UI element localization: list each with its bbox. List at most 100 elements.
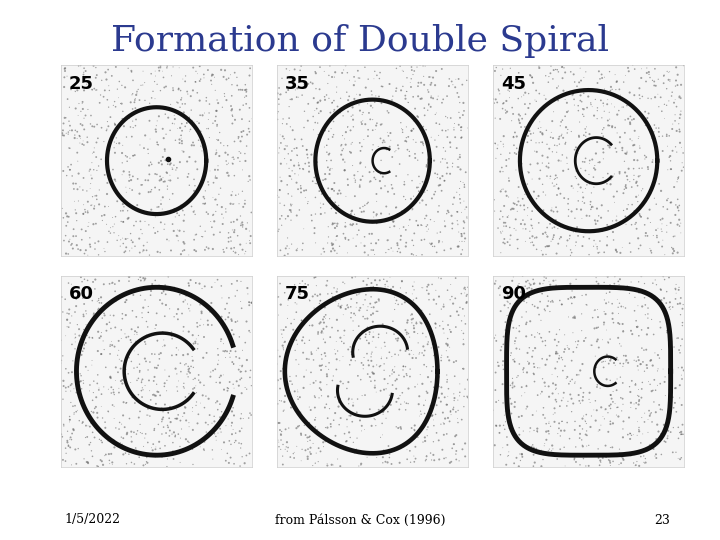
Point — [87, 192, 99, 201]
Point — [527, 78, 539, 87]
Point — [365, 353, 377, 361]
Point — [158, 225, 170, 234]
Point — [127, 291, 139, 299]
Point — [566, 248, 577, 257]
Point — [117, 107, 129, 116]
Point — [453, 108, 464, 117]
Point — [325, 204, 337, 213]
Point — [242, 289, 253, 298]
Point — [150, 170, 161, 178]
Point — [197, 354, 209, 362]
Point — [161, 169, 173, 178]
Point — [664, 153, 675, 161]
Point — [591, 114, 603, 123]
Point — [606, 123, 618, 132]
Point — [607, 457, 618, 465]
Point — [495, 346, 506, 355]
Point — [315, 447, 326, 456]
Point — [454, 194, 466, 203]
Point — [70, 333, 81, 342]
Point — [292, 422, 304, 431]
Point — [138, 241, 149, 250]
Point — [210, 195, 221, 204]
Point — [451, 207, 463, 216]
Point — [138, 303, 149, 312]
Point — [362, 286, 374, 295]
Point — [99, 247, 111, 256]
Point — [597, 125, 608, 134]
Point — [492, 144, 503, 153]
Point — [459, 392, 470, 401]
Point — [523, 168, 534, 177]
Point — [127, 172, 139, 181]
Point — [359, 232, 370, 241]
Point — [325, 422, 337, 431]
Point — [449, 83, 461, 92]
Point — [125, 230, 136, 238]
Point — [526, 73, 538, 82]
Point — [310, 413, 321, 422]
Point — [445, 410, 456, 419]
Point — [601, 375, 613, 383]
Point — [81, 133, 93, 141]
Point — [606, 394, 617, 403]
Point — [368, 369, 379, 378]
Point — [534, 118, 546, 126]
Point — [273, 438, 284, 447]
Point — [144, 99, 156, 107]
Point — [234, 462, 246, 470]
Point — [339, 158, 351, 166]
Point — [449, 294, 461, 303]
Point — [159, 220, 171, 228]
Point — [327, 185, 338, 193]
Point — [633, 356, 644, 364]
Point — [402, 132, 414, 141]
Point — [282, 86, 294, 94]
Point — [235, 219, 247, 228]
Point — [138, 461, 149, 470]
Point — [425, 80, 436, 89]
Point — [328, 179, 340, 187]
Point — [82, 366, 94, 375]
Point — [179, 239, 190, 248]
Point — [113, 346, 125, 355]
Point — [139, 296, 150, 305]
Point — [142, 438, 153, 447]
Point — [626, 376, 638, 385]
Point — [212, 397, 223, 406]
Point — [244, 176, 256, 184]
Point — [498, 99, 510, 107]
Point — [604, 280, 616, 289]
Point — [293, 159, 305, 167]
Point — [580, 410, 592, 419]
Point — [386, 352, 397, 361]
Point — [96, 414, 108, 422]
Point — [214, 400, 225, 408]
Point — [324, 170, 336, 178]
Point — [157, 67, 168, 76]
Point — [217, 339, 229, 348]
Point — [603, 428, 614, 436]
Point — [176, 139, 188, 148]
Point — [632, 391, 644, 400]
Point — [550, 384, 562, 393]
Point — [215, 139, 227, 147]
Point — [553, 219, 564, 228]
Point — [63, 442, 74, 450]
Point — [305, 380, 316, 389]
Point — [661, 287, 672, 296]
Point — [678, 430, 690, 438]
Point — [92, 462, 104, 471]
Point — [400, 326, 411, 334]
Point — [531, 424, 543, 433]
Point — [77, 137, 89, 145]
Point — [411, 63, 423, 71]
Point — [322, 289, 333, 298]
Point — [63, 382, 74, 391]
Point — [635, 212, 647, 221]
Point — [217, 214, 229, 222]
Point — [221, 75, 233, 84]
Point — [456, 289, 467, 298]
Point — [418, 139, 429, 148]
Point — [80, 362, 91, 371]
